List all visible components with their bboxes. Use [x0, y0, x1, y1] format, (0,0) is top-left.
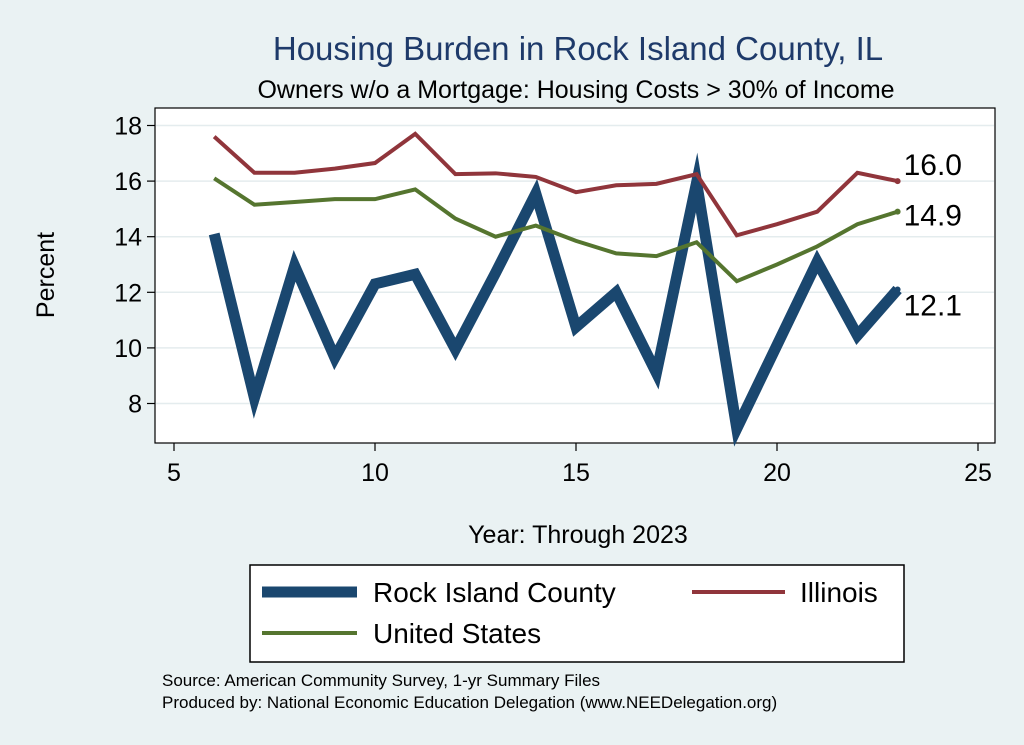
legend-label-illinois: Illinois [800, 577, 878, 608]
chart-subtitle: Owners w/o a Mortgage: Housing Costs > 3… [257, 76, 894, 104]
source-line-1: Source: American Community Survey, 1-yr … [162, 671, 600, 690]
y-tick-label: 12 [114, 279, 142, 307]
end-label-united-states: 14.9 [904, 200, 962, 233]
end-labels: 12.1 16.0 14.9 [894, 149, 962, 323]
series-line-rock-island-county [208, 152, 902, 447]
x-tick-label: 10 [361, 459, 389, 487]
x-axis-title: Year: Through 2023 [468, 521, 688, 549]
end-label-rock-island-county: 12.1 [904, 290, 962, 323]
y-tick-label: 16 [114, 168, 142, 196]
y-tick-label: 10 [114, 335, 142, 363]
x-tick-label: 5 [167, 459, 181, 487]
plot-area [154, 107, 996, 444]
end-marker-illinois [894, 178, 901, 185]
end-label-illinois: 16.0 [904, 149, 962, 182]
end-marker-rock-island-county [894, 286, 901, 293]
y-axis: 8 10 12 14 16 18 [114, 113, 155, 419]
chart-title: Housing Burden in Rock Island County, IL [273, 30, 883, 67]
x-tick-label: 15 [562, 459, 590, 487]
end-marker-united-states [894, 208, 901, 215]
y-axis-title: Percent [32, 232, 60, 318]
source-line-2: Produced by: National Economic Education… [162, 693, 777, 712]
legend-label-united-states: United States [373, 618, 541, 649]
legend-box [249, 564, 905, 663]
y-tick-label: 8 [128, 391, 142, 419]
series-line-illinois [212, 131, 899, 238]
y-tick-label: 14 [114, 224, 142, 252]
gridlines [156, 124, 994, 405]
legend-label-rock-island-county: Rock Island County [373, 577, 616, 608]
series-layer [208, 131, 902, 447]
series-line-united-states [213, 176, 899, 284]
x-tick-label: 25 [964, 459, 992, 487]
y-tick-label: 18 [114, 113, 142, 141]
x-axis: 5 10 15 20 25 [167, 443, 992, 487]
x-tick-label: 20 [763, 459, 791, 487]
